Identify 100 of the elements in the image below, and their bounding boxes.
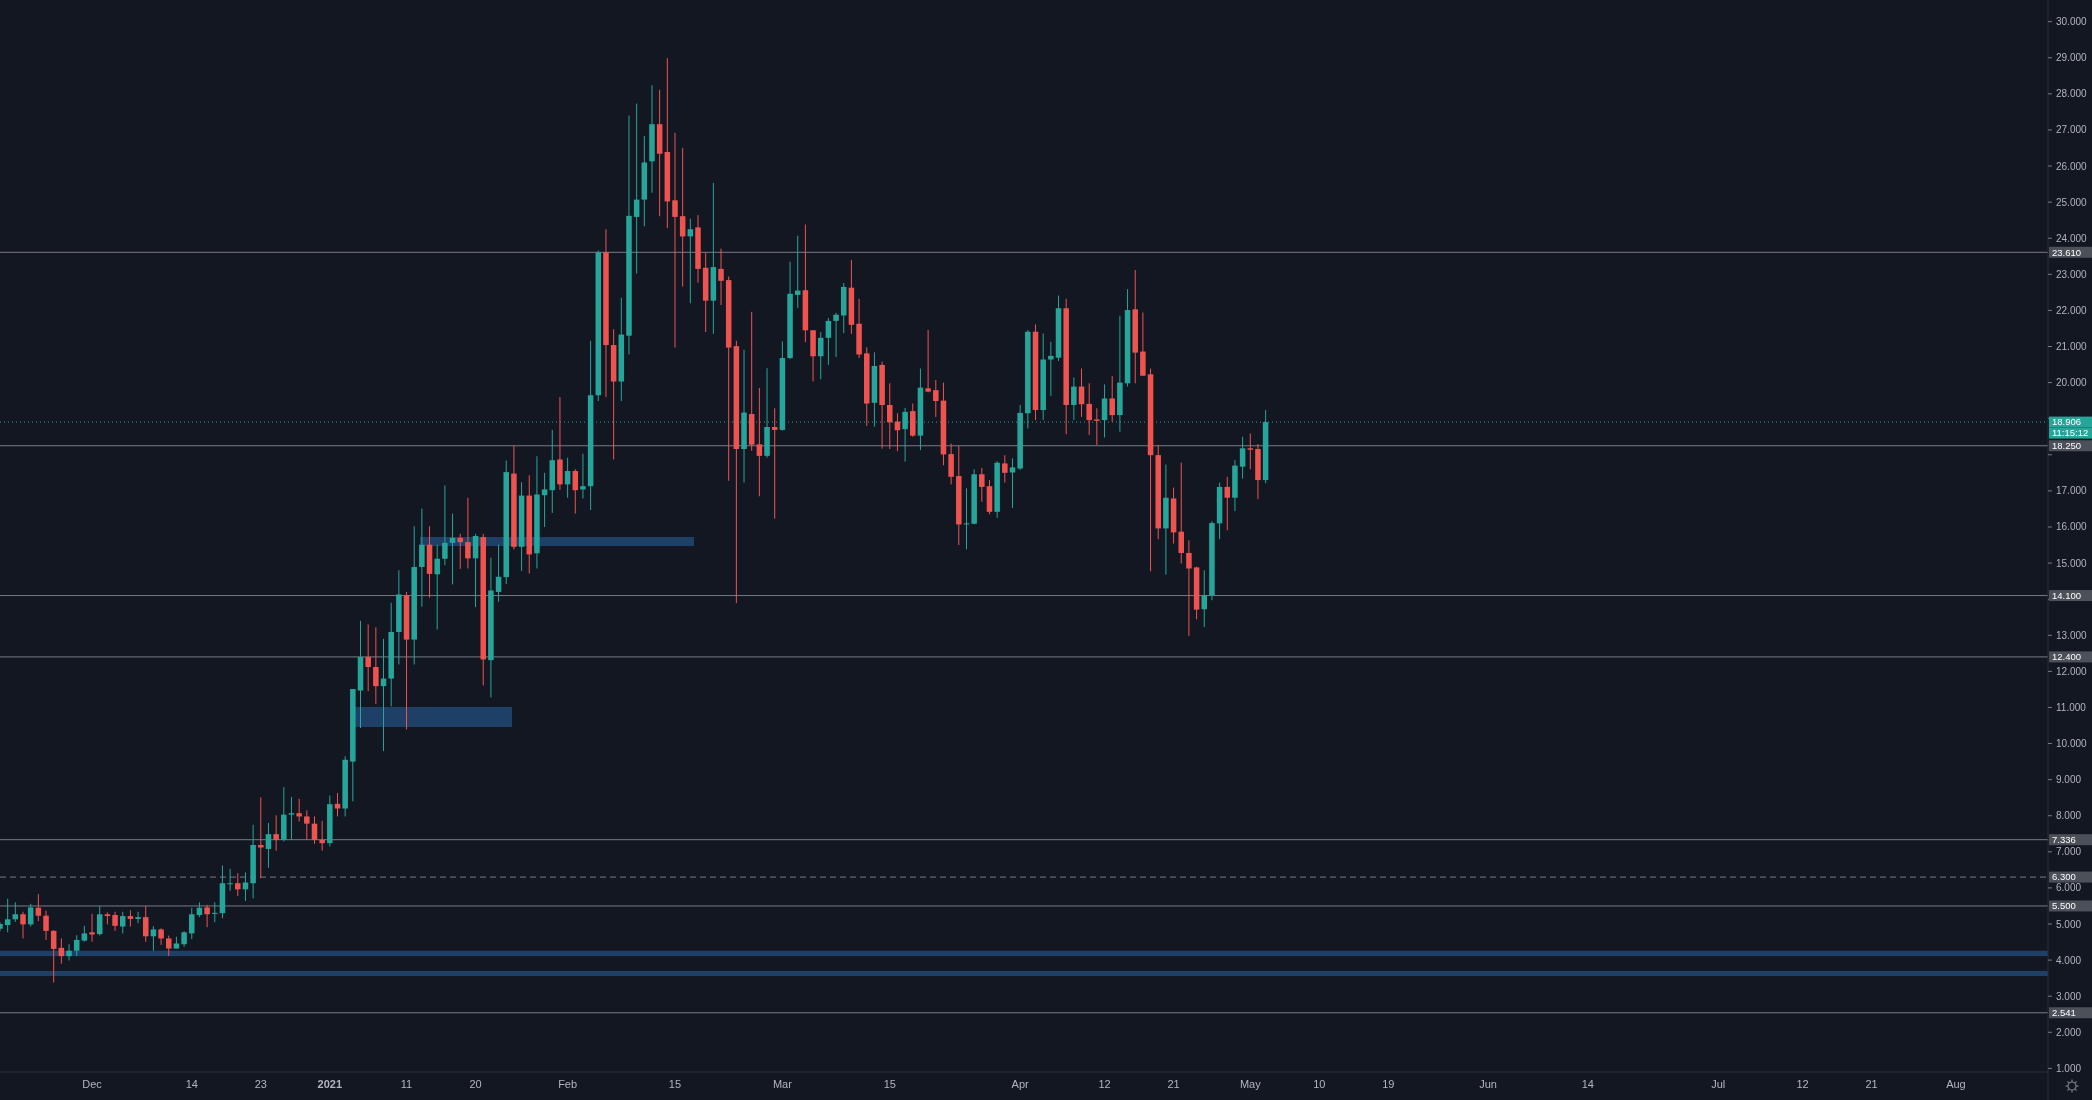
candlestick <box>756 387 763 497</box>
candlestick <box>35 893 42 922</box>
candlestick <box>979 467 985 503</box>
x-tick-label: 12 <box>1098 1078 1111 1090</box>
candlestick <box>73 934 80 957</box>
candlestick <box>948 443 954 485</box>
candlestick <box>66 943 72 961</box>
y-tick-label: 12.000 <box>2056 665 2088 677</box>
ref-line-label: 14.100 <box>2052 589 2082 601</box>
candlestick <box>43 910 49 941</box>
candlestick <box>771 407 778 520</box>
candlestick <box>1109 375 1115 423</box>
candlestick <box>1048 341 1054 397</box>
candlestick <box>89 913 95 943</box>
candlestick <box>442 484 448 566</box>
candlestick <box>334 792 341 817</box>
x-tick-label: 21 <box>1865 1078 1878 1090</box>
candlestick <box>165 935 172 957</box>
candlestick <box>20 911 26 939</box>
candlestick <box>1224 476 1231 531</box>
y-tick-label: 5.000 <box>2056 918 2082 930</box>
candlestick <box>112 911 118 932</box>
ref-line-label: 2.541 <box>2052 1007 2076 1019</box>
candlestick <box>887 382 893 450</box>
y-tick-label: 16.000 <box>2056 521 2088 533</box>
candlestick <box>925 329 931 393</box>
y-tick-label: 28.000 <box>2056 88 2088 100</box>
candlestick <box>296 798 302 823</box>
candlestick <box>419 508 425 608</box>
y-tick-label: 22.000 <box>2056 304 2088 316</box>
y-tick-label: 15.000 <box>2056 557 2088 569</box>
candlestick <box>319 820 325 852</box>
y-tick-label: 3.000 <box>2056 990 2082 1002</box>
candlestick <box>150 925 157 952</box>
y-tick-label: 1.000 <box>2056 1062 2082 1074</box>
y-tick-label: 11.000 <box>2056 701 2087 713</box>
y-tick-label: 23.000 <box>2056 268 2088 280</box>
candlestick <box>1186 539 1192 637</box>
x-tick-label: 12 <box>1796 1078 1809 1090</box>
x-tick-label: 10 <box>1313 1078 1326 1090</box>
candlestick <box>1247 432 1254 470</box>
y-tick-label: 7.000 <box>2056 846 2082 858</box>
y-tick-label: 2.000 <box>2056 1026 2082 1038</box>
candlestick <box>204 904 210 928</box>
ref-line-label: 7.336 <box>2052 834 2076 846</box>
x-tick-label: Jun <box>1479 1078 1497 1090</box>
candlestick <box>1178 462 1184 564</box>
candlestick <box>273 814 279 852</box>
y-tick-label: 8.000 <box>2056 810 2082 822</box>
candlestick <box>4 898 11 933</box>
candlestick <box>1071 377 1077 421</box>
x-tick-label: May <box>1239 1078 1262 1090</box>
x-tick-label: 14 <box>1581 1078 1594 1090</box>
candlestick <box>434 544 440 630</box>
candlestick <box>96 905 103 937</box>
candlestick <box>27 903 34 928</box>
ref-line-label: 6.300 <box>2052 871 2076 883</box>
candlestick <box>365 623 371 692</box>
candlestick <box>465 497 471 569</box>
ref-line-label: 18.906 <box>2052 416 2082 428</box>
candlestick <box>212 901 218 923</box>
y-tick-label: 4.000 <box>2056 954 2082 966</box>
candlestick <box>572 468 579 515</box>
candlestick <box>119 911 126 934</box>
candlestick <box>373 626 379 705</box>
y-tick-label: 13.000 <box>2056 629 2088 641</box>
x-tick-label: Dec <box>82 1078 103 1090</box>
x-tick-label: Jul <box>1711 1078 1726 1090</box>
x-tick-label: 11 <box>400 1078 413 1090</box>
x-tick-label: 19 <box>1382 1078 1395 1090</box>
x-tick-label: 15 <box>668 1078 682 1090</box>
y-tick-label: 26.000 <box>2056 160 2088 172</box>
x-tick-label: 2021 <box>317 1078 343 1090</box>
candlestick <box>288 796 295 841</box>
x-tick-label: 15 <box>883 1078 896 1090</box>
candlestick <box>1201 569 1208 628</box>
x-tick-label: Mar <box>772 1078 793 1090</box>
x-tick-label: 23 <box>254 1078 267 1090</box>
ref-line-label: 18.250 <box>2052 440 2082 452</box>
candlestick <box>1239 436 1246 480</box>
x-tick-label: 14 <box>185 1078 198 1090</box>
y-tick-label: 25.000 <box>2056 196 2088 208</box>
y-tick-label: 24.000 <box>2056 232 2088 244</box>
candlestick <box>189 907 195 940</box>
candlestick <box>1101 383 1108 438</box>
x-tick-label: Aug <box>1946 1078 1966 1090</box>
candlestick <box>1094 407 1100 446</box>
candlestick <box>541 472 548 528</box>
candlestick <box>135 911 141 924</box>
y-tick-label: 20.000 <box>2056 377 2088 389</box>
y-tick-label: 30.000 <box>2056 16 2088 28</box>
candlestick <box>1086 382 1092 436</box>
x-tick-label: Apr <box>1011 1078 1030 1090</box>
y-tick-label: 21.000 <box>2056 341 2088 353</box>
ref-line-label: 12.400 <box>2052 651 2082 663</box>
candlestick <box>50 929 57 983</box>
y-tick-label: 17.000 <box>2056 485 2088 497</box>
candlestick <box>933 379 939 418</box>
candlestick <box>265 822 272 869</box>
candlestick <box>235 872 241 897</box>
